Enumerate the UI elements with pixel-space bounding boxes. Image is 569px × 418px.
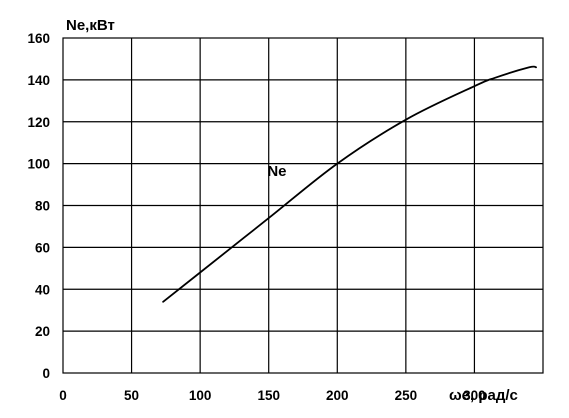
y-tick-label: 0 <box>42 366 50 381</box>
series-layer: Ne <box>162 65 537 303</box>
y-tick-label: 100 <box>27 157 50 172</box>
x-tick-label: 50 <box>124 388 139 403</box>
x-tick-label: 0 <box>59 388 67 403</box>
y-tick-label: 80 <box>35 199 50 214</box>
x-axis-title: ωe, рад/с <box>449 387 518 404</box>
y-axis-title: Ne,кВт <box>66 17 115 34</box>
y-tick-label: 160 <box>27 31 50 46</box>
x-tick-label: 300 <box>463 388 486 403</box>
x-tick-label: 150 <box>257 388 280 403</box>
grid-lines <box>63 38 543 373</box>
y-tick-label: 20 <box>35 324 50 339</box>
series-label-ne: Ne <box>267 163 286 180</box>
plot-frame <box>62 37 544 374</box>
x-tick-label: 250 <box>395 388 418 403</box>
x-axis-ticks: 0 50 100 150 200 250 300 <box>59 388 485 403</box>
y-tick-label: 120 <box>27 115 50 130</box>
y-tick-label: 40 <box>35 282 50 297</box>
y-tick-label: 60 <box>35 240 50 255</box>
x-tick-label: 100 <box>189 388 212 403</box>
series-line-ne <box>162 65 537 303</box>
x-tick-label: 200 <box>326 388 349 403</box>
y-axis-ticks: 0 20 40 60 80 100 120 140 160 <box>27 31 50 381</box>
y-tick-label: 140 <box>27 73 50 88</box>
